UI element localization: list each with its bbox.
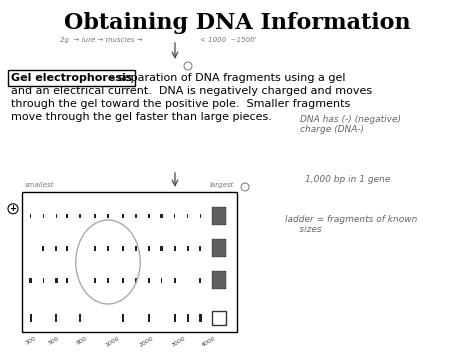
Bar — [161, 214, 163, 218]
Text: Gel electrophoresis: Gel electrophoresis — [11, 73, 132, 83]
Bar — [66, 246, 68, 251]
Bar — [43, 214, 44, 218]
Bar — [135, 278, 137, 283]
Bar — [200, 278, 201, 283]
Bar — [148, 278, 150, 283]
Text: move through the gel faster than large pieces.: move through the gel faster than large p… — [11, 112, 272, 122]
Text: smallest: smallest — [25, 182, 55, 188]
Bar — [66, 278, 68, 283]
Text: 500: 500 — [48, 336, 61, 346]
Bar — [212, 239, 226, 257]
Text: 300: 300 — [24, 336, 37, 346]
Bar — [79, 314, 81, 322]
Bar — [122, 278, 124, 283]
Text: DNA has (-) (negative): DNA has (-) (negative) — [300, 115, 401, 124]
Text: Obtaining DNA Information: Obtaining DNA Information — [64, 12, 410, 34]
Text: < 1000  ~1500': < 1000 ~1500' — [200, 37, 256, 43]
Bar — [122, 314, 124, 322]
Bar — [135, 214, 137, 218]
Circle shape — [241, 183, 249, 191]
Bar — [122, 214, 124, 218]
Bar — [94, 246, 96, 251]
Bar — [43, 278, 44, 283]
Text: 800: 800 — [76, 336, 89, 346]
Bar — [212, 271, 226, 289]
Bar — [122, 246, 124, 251]
Text: +: + — [9, 204, 17, 213]
Text: through the gel toward the positive pole.  Smaller fragments: through the gel toward the positive pole… — [11, 99, 350, 109]
Text: ladder = fragments of known: ladder = fragments of known — [285, 215, 418, 224]
Bar — [55, 278, 58, 283]
Bar — [55, 246, 57, 251]
Bar — [30, 214, 31, 218]
Bar — [148, 246, 150, 251]
Text: largest: largest — [210, 182, 234, 188]
Text: 2000: 2000 — [139, 336, 155, 348]
Bar — [200, 214, 201, 218]
Text: 3000: 3000 — [171, 336, 187, 348]
Bar — [94, 214, 96, 218]
Bar — [212, 207, 226, 225]
Bar — [199, 314, 202, 322]
Text: charge (DNA-): charge (DNA-) — [300, 125, 364, 134]
Bar — [79, 214, 81, 218]
Bar — [161, 278, 163, 283]
Bar — [212, 311, 226, 325]
Bar — [187, 214, 188, 218]
Text: and an electrical current.  DNA is negatively charged and moves: and an electrical current. DNA is negati… — [11, 86, 372, 96]
Bar — [173, 246, 176, 251]
Bar — [200, 246, 201, 251]
Text: 1,000 bp in 1 gene: 1,000 bp in 1 gene — [305, 175, 391, 184]
Bar — [187, 314, 189, 322]
Circle shape — [8, 204, 18, 214]
Bar — [187, 246, 189, 251]
Bar — [174, 214, 175, 218]
Bar — [173, 314, 176, 322]
Bar — [148, 214, 150, 218]
Circle shape — [184, 62, 192, 70]
Text: - separation of DNA fragments using a gel: - separation of DNA fragments using a ge… — [107, 73, 346, 83]
Bar — [107, 214, 109, 218]
Text: 2g  → lure → muscles →: 2g → lure → muscles → — [60, 37, 143, 43]
Bar — [94, 278, 96, 283]
Bar — [22, 192, 237, 332]
Bar — [107, 278, 109, 283]
Bar — [173, 278, 176, 283]
Bar — [55, 314, 57, 322]
Bar — [29, 314, 32, 322]
Bar — [66, 214, 68, 218]
Bar — [107, 246, 109, 251]
Text: 4000: 4000 — [201, 336, 217, 348]
Bar — [161, 246, 163, 251]
Bar — [29, 278, 32, 283]
Bar — [43, 246, 45, 251]
Text: sizes: sizes — [285, 225, 322, 234]
Bar — [135, 246, 137, 251]
Bar — [55, 214, 57, 218]
Text: 1000: 1000 — [104, 336, 120, 348]
Bar — [148, 314, 150, 322]
